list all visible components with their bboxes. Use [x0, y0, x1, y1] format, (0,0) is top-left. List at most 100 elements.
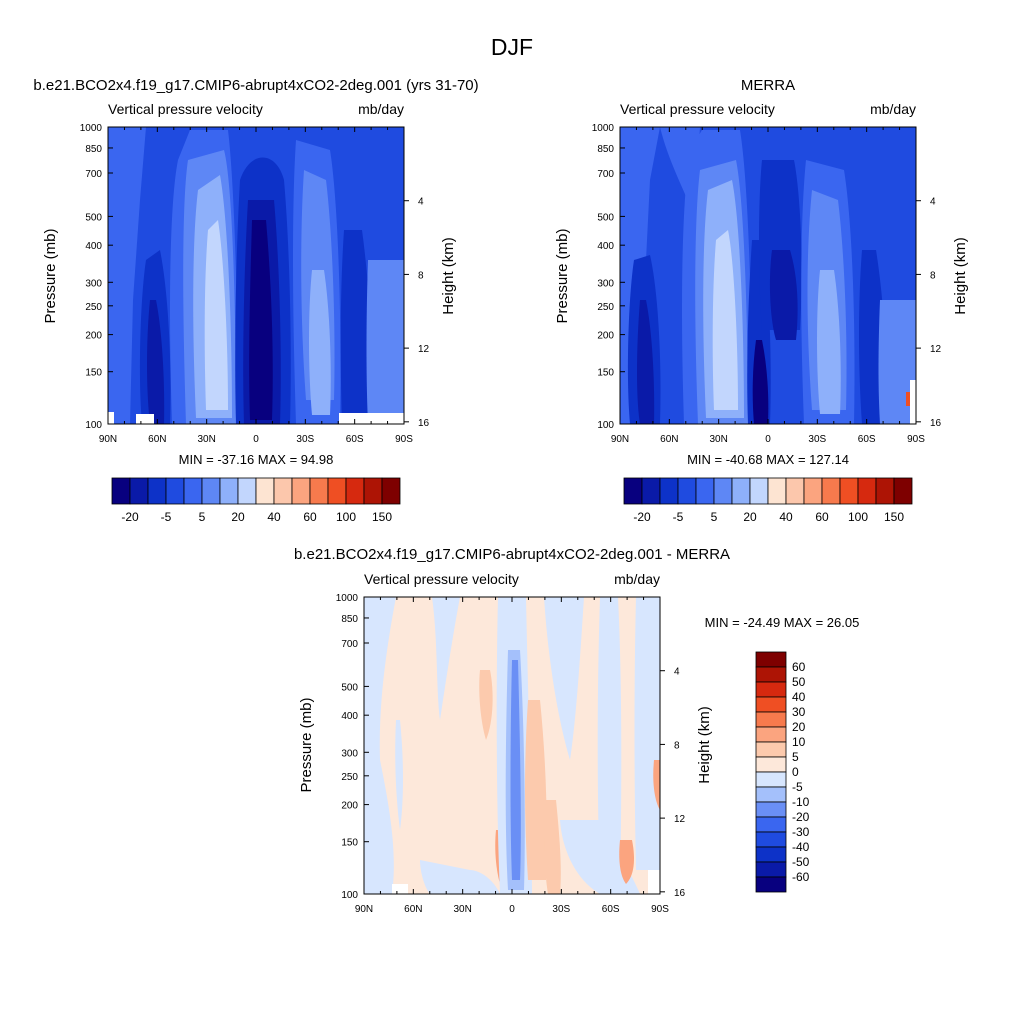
y-tick-label: 250 [597, 302, 614, 313]
x-tick-label: 60N [404, 904, 422, 915]
colorbar-box [755, 831, 787, 848]
y-tick-label: 400 [341, 711, 358, 722]
colorbar-label: -60 [792, 870, 810, 884]
colorbar-label: -5 [673, 510, 684, 524]
y-tick-label: 400 [597, 241, 614, 252]
colorbar-label: -30 [792, 825, 810, 839]
y-right-tick-label: 12 [674, 814, 686, 825]
colorbar: -20 -5 5 20 40 60 100 150 [111, 477, 401, 524]
y-tick-label: 850 [341, 614, 358, 625]
panel-left-subtitle: Vertical pressure velocity [108, 101, 263, 117]
colorbar-box [129, 477, 149, 505]
y-tick-label: 200 [597, 331, 614, 342]
panel-right-subtitle: mb/day [358, 101, 404, 117]
x-tick-label: 30N [709, 434, 727, 445]
colorbar: -20 -5 5 20 40 60 100 150 [623, 477, 913, 524]
y-tick-label: 300 [341, 748, 358, 759]
colorbar-label: 5 [792, 750, 799, 764]
colorbar-box [755, 666, 787, 683]
colorbar-label: -10 [792, 795, 810, 809]
colorbar-box [893, 477, 913, 505]
y-right-tick-label: 4 [930, 197, 936, 208]
y-tick-label: 300 [85, 278, 102, 289]
colorbar-box [731, 477, 751, 505]
colorbar-box [821, 477, 841, 505]
y-tick-label: 400 [85, 241, 102, 252]
colorbar-box [755, 816, 787, 833]
x-tick-label: 90S [651, 904, 669, 915]
colorbar-label: -20 [633, 510, 651, 524]
y-right-tick-label: 4 [674, 667, 680, 678]
colorbar-box [755, 861, 787, 878]
y-right-tick-label: 8 [930, 270, 936, 281]
colorbar-label: 5 [199, 510, 206, 524]
colorbar-label: -20 [121, 510, 139, 524]
y-tick-label: 150 [341, 838, 358, 849]
x-tick-label: 90S [907, 434, 925, 445]
y-tick-label: 250 [85, 302, 102, 313]
colorbar-label: 10 [792, 735, 806, 749]
colorbar-box [363, 477, 383, 505]
x-tick-label: 30S [296, 434, 314, 445]
colorbar-label: 60 [792, 660, 806, 674]
y-tick-label: 150 [597, 368, 614, 379]
y-axis-right-label: Height (km) [440, 237, 457, 315]
colorbar-box [755, 876, 787, 893]
colorbar-label: 40 [779, 510, 793, 524]
y-tick-label: 1000 [336, 593, 359, 604]
colorbar-box [659, 477, 679, 505]
x-tick-label: 60N [660, 434, 678, 445]
x-tick-label: 60N [148, 434, 166, 445]
colorbar-box [857, 477, 877, 505]
colorbar-label: 50 [792, 675, 806, 689]
y-tick-label: 100 [341, 890, 358, 901]
y-axis-label: Pressure (mb) [298, 697, 315, 792]
axes: 100 150 200 250 300 400 500 700 850 1000 16 12 8 4 90N… [592, 123, 942, 445]
colorbar-box [165, 477, 185, 505]
x-tick-label: 30S [808, 434, 826, 445]
min-max-text: MIN = -37.16 MAX = 94.98 [179, 452, 334, 467]
y-right-tick-label: 16 [418, 418, 430, 429]
colorbar-box [785, 477, 805, 505]
x-tick-label: 30N [453, 904, 471, 915]
colorbar-box [755, 801, 787, 818]
colorbar-box [381, 477, 401, 505]
colorbar-label: 20 [743, 510, 757, 524]
colorbar-label: 100 [848, 510, 868, 524]
colorbar-box [755, 696, 787, 713]
contour-field [364, 597, 660, 894]
x-tick-label: 90S [395, 434, 413, 445]
colorbar-box [345, 477, 365, 505]
colorbar-box [803, 477, 823, 505]
axes: 100 150 200 250 300 400 500 700 850 1000 16 12 8 4 90N… [80, 123, 430, 445]
colorbar-label: -40 [792, 840, 810, 854]
colorbar-box [755, 786, 787, 803]
colorbar-label: 5 [711, 510, 718, 524]
y-tick-label: 1000 [80, 123, 103, 134]
colorbar-box [677, 477, 697, 505]
y-tick-label: 300 [597, 278, 614, 289]
y-tick-label: 700 [85, 169, 102, 180]
colorbar-label: -20 [792, 810, 810, 824]
y-tick-label: 1000 [592, 123, 615, 134]
colorbar-box [111, 477, 131, 505]
figure-title: DJF [491, 34, 533, 60]
y-axis-label: Pressure (mb) [554, 228, 571, 323]
y-tick-label: 100 [85, 420, 102, 431]
colorbar-box [273, 477, 293, 505]
y-tick-label: 700 [597, 169, 614, 180]
min-max-text: MIN = -24.49 MAX = 26.05 [705, 615, 860, 630]
colorbar-box [309, 477, 329, 505]
x-tick-label: 90N [99, 434, 117, 445]
y-axis-right-label: Height (km) [952, 237, 969, 315]
colorbar-box [755, 711, 787, 728]
colorbar-box [755, 846, 787, 863]
x-tick-label: 60S [346, 434, 364, 445]
colorbar-label: 0 [792, 765, 799, 779]
x-tick-label: 0 [765, 434, 771, 445]
y-tick-label: 500 [597, 212, 614, 223]
colorbar-box [875, 477, 895, 505]
y-tick-label: 850 [597, 144, 614, 155]
y-tick-label: 150 [85, 368, 102, 379]
